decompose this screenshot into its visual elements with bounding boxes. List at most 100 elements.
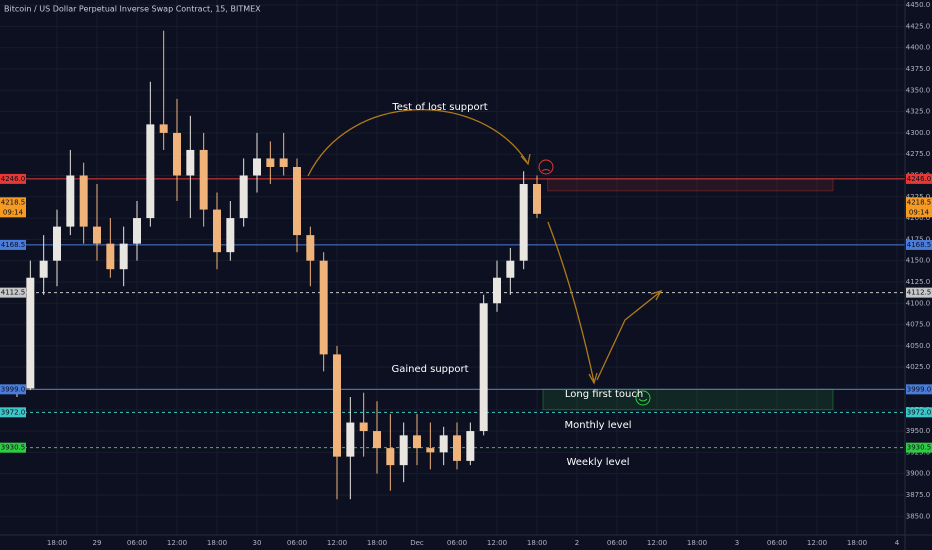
candle-body xyxy=(199,149,208,210)
price-tag-label: 4112.5 xyxy=(907,289,932,297)
y-tick-label: 4425.0 xyxy=(906,22,931,30)
candle-body xyxy=(373,431,381,449)
y-tick-label: 4350.0 xyxy=(906,86,931,94)
x-tick-label: 18:00 xyxy=(527,539,547,547)
mouth xyxy=(638,398,648,402)
y-tick-label: 3875.0 xyxy=(906,491,931,499)
candle-body xyxy=(519,184,528,261)
candle-body xyxy=(493,277,501,304)
x-tick-label: 18:00 xyxy=(207,539,227,547)
price-tag-left xyxy=(0,384,26,395)
candle-body xyxy=(399,435,408,466)
y-tick-label: 4075.0 xyxy=(906,321,931,329)
annotation: Long first touch xyxy=(565,389,643,400)
x-tick-label: 4 xyxy=(895,539,900,547)
candle-body xyxy=(479,303,488,432)
x-tick-label: 3 xyxy=(735,539,739,547)
candle-body xyxy=(26,277,35,389)
candle-body xyxy=(319,260,328,355)
candle-body xyxy=(453,435,461,461)
x-tick-label: 12:00 xyxy=(807,539,827,547)
candle-body xyxy=(66,175,75,227)
price-tag xyxy=(906,442,932,453)
current-price-label: 4218.5 xyxy=(907,198,932,206)
annotation: Monthly level xyxy=(565,420,632,431)
candle-body xyxy=(226,218,235,253)
countdown-label: 09:14 xyxy=(3,208,24,216)
candle-body xyxy=(386,448,395,466)
x-tick-label: 18:00 xyxy=(687,539,707,547)
countdown-label: 09:14 xyxy=(909,208,930,216)
y-tick-label: 4275.0 xyxy=(906,150,931,158)
price-tag-left xyxy=(0,407,26,418)
arrows xyxy=(307,109,663,385)
candle-body xyxy=(239,175,248,219)
candle-body xyxy=(79,175,88,227)
x-tick-label: 30 xyxy=(253,539,262,547)
y-tick-label: 4200.0 xyxy=(906,214,931,222)
candle-body xyxy=(39,260,48,278)
candle-body xyxy=(359,422,368,432)
annotation: Test of lost support xyxy=(391,102,487,113)
candle-body xyxy=(266,158,275,167)
price-tag-label: 3930.5 xyxy=(907,444,932,452)
y-tick-label: 4400.0 xyxy=(906,44,931,52)
mouth xyxy=(541,169,551,172)
price-tag-left xyxy=(0,173,26,184)
candle-body xyxy=(159,124,168,133)
candle-body xyxy=(93,226,101,244)
y-tick-label: 4300.0 xyxy=(906,129,931,137)
x-tick-label: 12:00 xyxy=(647,539,667,547)
price-tag-label: 3999.0 xyxy=(907,385,932,393)
annotation: Weekly level xyxy=(566,457,629,468)
y-tick-label: 4175.0 xyxy=(906,235,931,243)
candle-body xyxy=(106,243,115,270)
y-tick-label: 4375.0 xyxy=(906,65,931,73)
candle-body xyxy=(279,158,288,167)
price-tag-label: 4246.0 xyxy=(1,175,26,183)
arrow-head xyxy=(520,153,531,166)
price-tag xyxy=(906,239,932,250)
candle-body xyxy=(213,209,221,253)
candle-body xyxy=(466,431,475,461)
candle-body xyxy=(173,132,181,176)
candle-body xyxy=(413,435,421,449)
current-price-label: 4218.5 xyxy=(1,198,26,206)
price-tag-left xyxy=(0,239,26,250)
candle-body xyxy=(186,149,195,176)
candle-body xyxy=(293,166,301,236)
candle-body xyxy=(346,422,355,457)
zone xyxy=(547,178,834,192)
x-tick-label: 12:00 xyxy=(327,539,347,547)
arrow xyxy=(596,291,661,381)
y-tick-label: 3900.0 xyxy=(906,470,931,478)
price-tag xyxy=(906,287,932,298)
face xyxy=(538,159,554,175)
x-tick-label: 12:00 xyxy=(167,539,187,547)
candle-body xyxy=(119,243,128,270)
x-tick-label: 2 xyxy=(575,539,579,547)
y-tick-label: 4225.0 xyxy=(906,193,931,201)
x-tick-label: Dec xyxy=(410,539,424,547)
y-tick-label: 4325.0 xyxy=(906,108,931,116)
price-tag-left xyxy=(0,287,26,298)
x-tick-label: 06:00 xyxy=(127,539,147,547)
face xyxy=(635,390,651,406)
price-tag-label: 4112.5 xyxy=(1,289,26,297)
x-tick-label: 12:00 xyxy=(487,539,507,547)
x-tick-label: 06:00 xyxy=(287,539,307,547)
candle-body xyxy=(439,435,448,453)
y-tick-label: 4100.0 xyxy=(906,299,931,307)
price-tag-label: 4246.0 xyxy=(907,175,932,183)
price-tag-label: 4168.5 xyxy=(1,241,26,249)
price-tag-label: 3972.0 xyxy=(1,408,26,416)
y-tick-label: 4150.0 xyxy=(906,257,931,265)
price-tag xyxy=(906,384,932,395)
arrow-head xyxy=(588,372,598,385)
x-tick-label: 06:00 xyxy=(607,539,627,547)
chart-title: Bitcoin / US Dollar Perpetual Inverse Sw… xyxy=(4,5,261,14)
candle-body xyxy=(506,260,515,278)
current-price-tag xyxy=(906,197,932,218)
